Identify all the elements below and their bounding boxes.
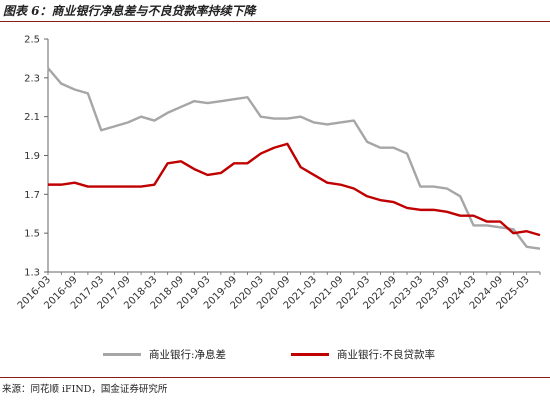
legend-label: 商业银行:不良贷款率	[337, 349, 436, 361]
chart-title: 图表 6：商业银行净息差与不良贷款率持续下降	[3, 4, 256, 18]
y-tick-label: 2.3	[24, 73, 40, 84]
title-divider	[0, 21, 550, 22]
y-tick-label: 1.9	[24, 151, 40, 162]
series-line-npl-ratio	[48, 142, 541, 237]
legend-label: 商业银行:净息差	[149, 349, 227, 361]
y-axis: 1.3 1.5 1.7 1.9 2.1 2.3 2.5	[24, 35, 49, 279]
y-tick-label: 1.3	[24, 268, 40, 279]
legend-item-npl-ratio: 商业银行:不良贷款率	[291, 347, 435, 362]
legend: 商业银行:净息差 商业银行:不良贷款率	[0, 347, 550, 365]
series-line-net-interest-margin	[47, 67, 541, 250]
source-note: 来源：同花顺 iFIND，国金证券研究所	[2, 384, 168, 395]
y-tick-label: 1.5	[24, 229, 40, 240]
legend-item-net-interest-margin: 商业银行:净息差	[103, 347, 226, 362]
source-divider	[0, 377, 550, 378]
x-axis: 2016-032016-092017-032017-092018-032018-…	[16, 271, 541, 312]
y-tick-label: 2.1	[24, 112, 40, 123]
y-tick-label: 1.7	[24, 190, 40, 201]
legend-swatch-red	[291, 353, 329, 356]
legend-swatch-gray	[103, 353, 141, 356]
series-group	[47, 67, 541, 250]
y-tick-label: 2.5	[24, 35, 40, 46]
